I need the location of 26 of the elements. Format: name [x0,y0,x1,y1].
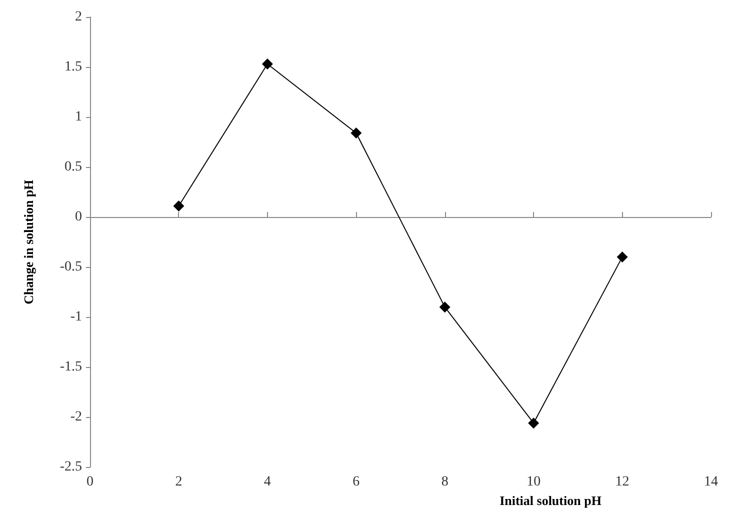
x-tick-label: 6 [352,474,360,490]
y-tick-label: 1.5 [64,60,82,75]
point [528,418,540,429]
x-tick-label: 4 [264,474,271,490]
y-tick-label: 0 [75,210,82,225]
y-axis-title: Change in solution pH [21,180,36,304]
y-tick-label: -2.5 [60,460,82,475]
x-tick-label: 0 [86,474,94,490]
x-tick-label: 10 [526,474,541,490]
x-tick-label: 2 [175,474,182,490]
point [439,302,450,313]
x-tick-label: 14 [704,474,718,490]
point [262,58,273,70]
point [173,200,184,212]
y-tick-label: 0.5 [64,160,82,175]
y-tick-label: -1 [70,310,82,325]
y-tick-label: 1 [75,110,82,125]
point [616,252,628,263]
y-tick-label: 2 [75,10,82,24]
y-tick-label: -1.5 [60,360,82,375]
point [350,128,362,139]
y-tick-label: -2 [70,410,82,425]
x-axis-title: Initial solution pH [500,493,602,508]
y-tick-label: -0.5 [60,260,82,275]
x-tick-label: 8 [441,474,448,490]
x-tick-label: 12 [615,474,630,490]
